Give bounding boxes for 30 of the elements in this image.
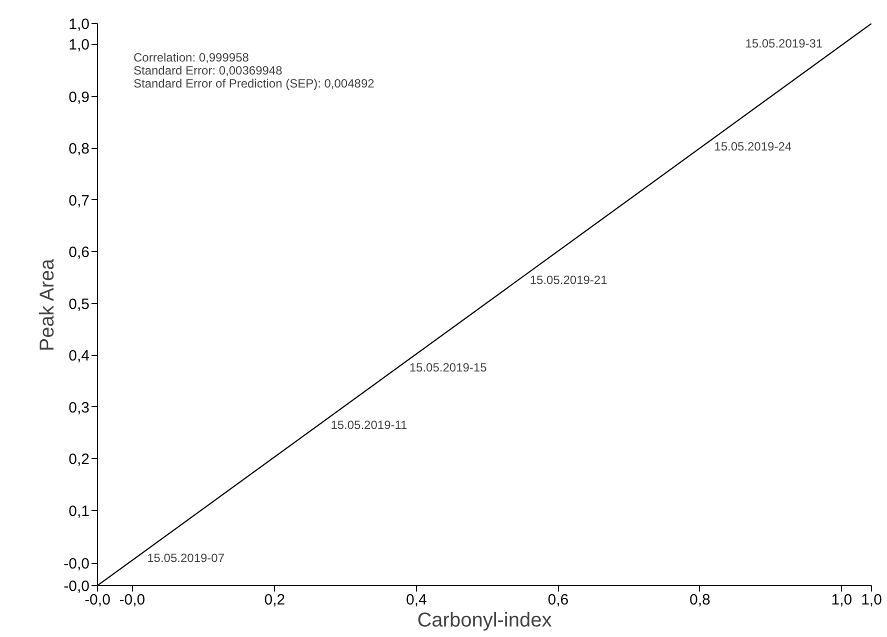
annotation: 15.05.2019-07 — [147, 550, 225, 565]
y-tick-label: 0,4 — [68, 348, 90, 365]
x-tick-label: 0,2 — [264, 592, 286, 608]
annotation: 15.05.2019-31 — [745, 36, 823, 51]
y-tick-label: -0,0 — [64, 556, 90, 573]
y-tick-label: 0,7 — [68, 192, 90, 210]
y-tick-label: 0,5 — [68, 296, 90, 313]
y-tick-label: 0,3 — [68, 399, 90, 416]
y-tick-label: 0,6 — [68, 244, 90, 262]
annotation: Correlation: 0,999958 — [134, 50, 250, 64]
x-tick-label: 1,0 — [831, 592, 852, 608]
annotation: 15.05.2019-24 — [714, 139, 792, 154]
annotation: 15.05.2019-15 — [409, 360, 488, 374]
x-tick-label: 0,4 — [406, 592, 427, 608]
y-tick-label: 1,0 — [68, 16, 90, 33]
y-tick-label: 0,2 — [68, 451, 90, 468]
x-tick-label: 0,8 — [690, 592, 710, 608]
annotation: 15.05.2019-21 — [530, 272, 608, 287]
y-tick-label: 0,8 — [68, 140, 90, 158]
y-tick-label: 0,1 — [68, 502, 90, 520]
y-tick-label: 1,0 — [68, 36, 90, 54]
annotation: Standard Error of Prediction (SEP): 0,004892 — [134, 76, 375, 90]
annotation: 15.05.2019-11 — [330, 418, 408, 432]
x-tick-label: -0,0 — [119, 592, 146, 608]
x-axis-title: Carbonyl-index — [417, 610, 552, 632]
x-tick-label: 1,0 — [861, 592, 882, 608]
x-tick-label: 0,6 — [548, 592, 569, 608]
annotation: Standard Error: 0,00369948 — [134, 64, 283, 78]
y-tick-label: 0,9 — [68, 88, 90, 106]
y-axis-title: Peak Area — [36, 258, 59, 352]
